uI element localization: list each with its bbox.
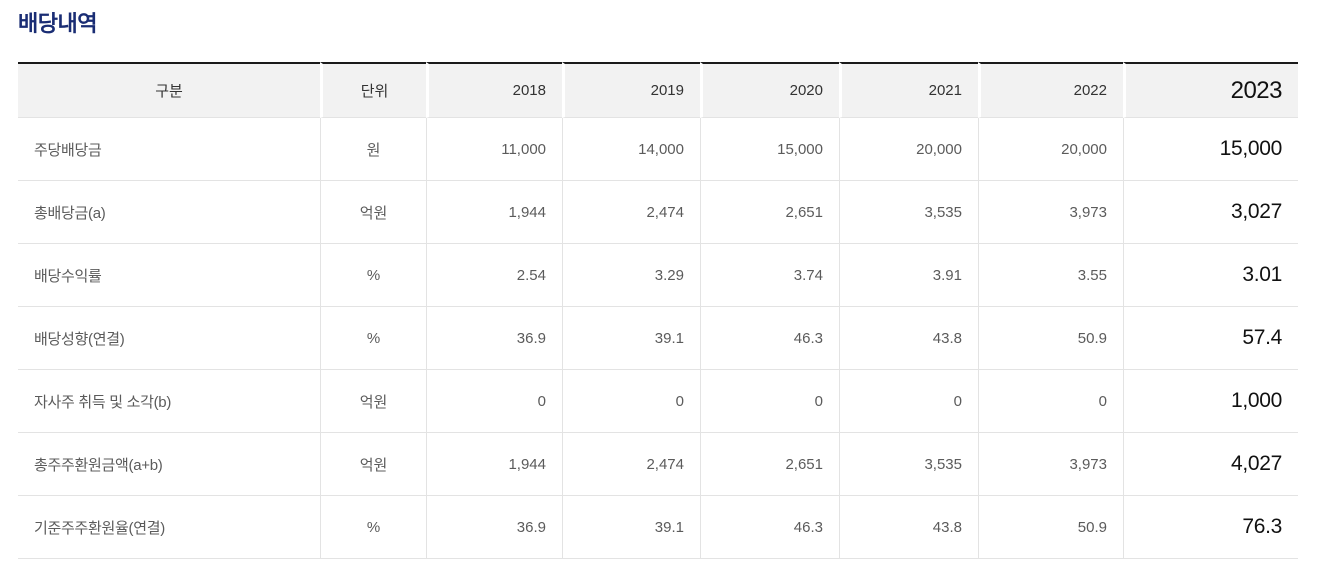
col-header-2020: 2020 — [700, 62, 839, 118]
value-cell: 15,000 — [700, 118, 839, 181]
value-cell: 3.29 — [562, 244, 700, 307]
row-label: 자사주 취득 및 소각(b) — [18, 370, 320, 433]
value-cell: 0 — [426, 370, 562, 433]
table-row: 배당수익률 % 2.54 3.29 3.74 3.91 3.55 3.01 — [18, 244, 1298, 307]
value-cell: 20,000 — [839, 118, 978, 181]
row-label: 배당수익률 — [18, 244, 320, 307]
value-cell: 2,651 — [700, 433, 839, 496]
value-cell: 43.8 — [839, 307, 978, 370]
value-cell: 0 — [839, 370, 978, 433]
value-cell: 0 — [978, 370, 1123, 433]
value-cell: 11,000 — [426, 118, 562, 181]
table-header: 구분 단위 2018 2019 2020 2021 2022 2023 — [18, 62, 1298, 118]
value-cell: 3,973 — [978, 433, 1123, 496]
value-cell: 39.1 — [562, 307, 700, 370]
value-cell-2023: 57.4 — [1123, 307, 1298, 370]
col-header-2022: 2022 — [978, 62, 1123, 118]
col-header-category: 구분 — [18, 62, 320, 118]
unit-cell: 억원 — [320, 433, 426, 496]
col-header-2021: 2021 — [839, 62, 978, 118]
col-header-2018: 2018 — [426, 62, 562, 118]
value-cell: 50.9 — [978, 307, 1123, 370]
value-cell: 2.54 — [426, 244, 562, 307]
unit-cell: % — [320, 496, 426, 559]
value-cell: 2,474 — [562, 433, 700, 496]
value-cell: 0 — [562, 370, 700, 433]
table-body: 주당배당금 원 11,000 14,000 15,000 20,000 20,0… — [18, 118, 1298, 559]
table-row: 주당배당금 원 11,000 14,000 15,000 20,000 20,0… — [18, 118, 1298, 181]
row-label: 총배당금(a) — [18, 181, 320, 244]
value-cell-2023: 15,000 — [1123, 118, 1298, 181]
header-row: 구분 단위 2018 2019 2020 2021 2022 2023 — [18, 62, 1298, 118]
value-cell-2023: 76.3 — [1123, 496, 1298, 559]
value-cell: 3.74 — [700, 244, 839, 307]
value-cell-2023: 1,000 — [1123, 370, 1298, 433]
unit-cell: 억원 — [320, 181, 426, 244]
col-header-unit: 단위 — [320, 62, 426, 118]
table-row: 총배당금(a) 억원 1,944 2,474 2,651 3,535 3,973… — [18, 181, 1298, 244]
dividend-table: 구분 단위 2018 2019 2020 2021 2022 2023 주당배당… — [18, 62, 1298, 559]
row-label: 총주주환원금액(a+b) — [18, 433, 320, 496]
value-cell: 1,944 — [426, 433, 562, 496]
table-row: 총주주환원금액(a+b) 억원 1,944 2,474 2,651 3,535 … — [18, 433, 1298, 496]
value-cell: 3,535 — [839, 433, 978, 496]
value-cell: 36.9 — [426, 496, 562, 559]
row-label: 기준주주환원율(연결) — [18, 496, 320, 559]
value-cell: 36.9 — [426, 307, 562, 370]
unit-cell: 원 — [320, 118, 426, 181]
value-cell: 50.9 — [978, 496, 1123, 559]
unit-cell: % — [320, 307, 426, 370]
col-header-2019: 2019 — [562, 62, 700, 118]
value-cell: 3,535 — [839, 181, 978, 244]
value-cell: 43.8 — [839, 496, 978, 559]
row-label: 주당배당금 — [18, 118, 320, 181]
row-label: 배당성향(연결) — [18, 307, 320, 370]
value-cell: 0 — [700, 370, 839, 433]
value-cell-2023: 3.01 — [1123, 244, 1298, 307]
value-cell: 14,000 — [562, 118, 700, 181]
value-cell: 3,973 — [978, 181, 1123, 244]
value-cell: 20,000 — [978, 118, 1123, 181]
value-cell: 1,944 — [426, 181, 562, 244]
page-title: 배당내역 — [18, 11, 97, 36]
value-cell: 3.55 — [978, 244, 1123, 307]
value-cell: 46.3 — [700, 496, 839, 559]
col-header-2023: 2023 — [1123, 62, 1298, 118]
value-cell-2023: 3,027 — [1123, 181, 1298, 244]
table-row: 배당성향(연결) % 36.9 39.1 46.3 43.8 50.9 57.4 — [18, 307, 1298, 370]
value-cell: 39.1 — [562, 496, 700, 559]
unit-cell: 억원 — [320, 370, 426, 433]
value-cell: 2,474 — [562, 181, 700, 244]
table-row: 기준주주환원율(연결) % 36.9 39.1 46.3 43.8 50.9 7… — [18, 496, 1298, 559]
value-cell: 3.91 — [839, 244, 978, 307]
value-cell: 46.3 — [700, 307, 839, 370]
unit-cell: % — [320, 244, 426, 307]
value-cell-2023: 4,027 — [1123, 433, 1298, 496]
value-cell: 2,651 — [700, 181, 839, 244]
table-row: 자사주 취득 및 소각(b) 억원 0 0 0 0 0 1,000 — [18, 370, 1298, 433]
